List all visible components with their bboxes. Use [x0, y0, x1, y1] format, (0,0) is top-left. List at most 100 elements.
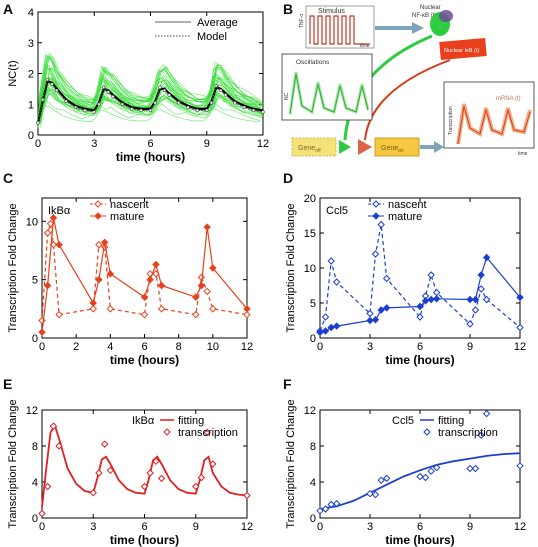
data-point-mature [140, 293, 149, 301]
legend-label: transcription [178, 427, 238, 439]
data-point-nascent [471, 306, 480, 314]
model-point [130, 107, 134, 111]
legend-marker [163, 428, 171, 436]
data-point-mature [366, 316, 374, 325]
stimulus-pulses [309, 15, 370, 45]
data-point-mature [477, 271, 485, 279]
transcription-axis-label: Transcription [448, 106, 454, 135]
legend-marker [372, 212, 380, 220]
nuclear-ikb-label: Nuclear IκB (t) [444, 48, 479, 54]
data-point-transcription [38, 509, 46, 518]
data-point-mature [432, 295, 441, 303]
data-point-transcription [100, 440, 109, 448]
data-point-nascent [243, 310, 251, 319]
data-point-nascent [332, 278, 341, 286]
x-tick-label: 0 [317, 521, 323, 533]
model-point [45, 77, 50, 82]
data-point-transcription [152, 457, 160, 466]
data-point-mature [377, 306, 385, 314]
model-point [205, 108, 209, 113]
data-point-transcription [477, 431, 485, 439]
x-tick-label: 12 [514, 341, 526, 353]
model-point [153, 101, 157, 105]
chart-panel-f: 0 3 6 9 12 0 4 8 12 time (hours) Transcription Fol… [285, 399, 526, 547]
nfkb-cap [439, 10, 453, 22]
model-point [219, 88, 223, 93]
model-point [64, 99, 68, 103]
data-point-transcription [157, 474, 166, 483]
data-point-transcription [95, 469, 103, 477]
data-point-transcription [89, 489, 97, 497]
data-point-mature [95, 275, 103, 284]
model-point [209, 101, 214, 105]
gene-name-label: Ccl5 [326, 205, 348, 217]
data-point-mature [471, 295, 480, 304]
legend-marker [94, 200, 102, 208]
single-cell-trace [37, 56, 264, 124]
chart-panel-e: 0 3 6 9 12 0 4 8 12 time (hours) Transcription Fol… [7, 399, 253, 547]
model-point [111, 94, 115, 99]
data-point-nascent [43, 229, 52, 237]
model-point [148, 108, 153, 113]
data-point-mature [209, 264, 217, 272]
data-point-nascent [209, 305, 217, 313]
data-point-mature [152, 260, 160, 269]
single-cell-trace [37, 99, 261, 128]
nuclear-nfkb-label: Nuclear [420, 5, 441, 11]
model-point [73, 105, 78, 110]
data-point-transcription [416, 472, 424, 481]
y-tick-label: 20 [304, 193, 316, 205]
single-cell-trace [39, 52, 264, 116]
x-tick-label: 6 [417, 341, 423, 353]
panel-letter-e: E [3, 376, 13, 392]
data-point-nascent [371, 250, 380, 258]
x-axis-label: time (hours) [110, 533, 179, 547]
mrna-label: mRNA (t) [496, 96, 521, 102]
data-point-nascent [516, 323, 524, 332]
legend-marker [94, 212, 102, 220]
y-axis-label: Transcription Fold Change [285, 203, 297, 332]
data-point-nascent [157, 305, 166, 313]
x-axis-label: time (hours) [385, 353, 454, 367]
y-tick-label: 0 [32, 333, 38, 345]
x-axis-label: time (hours) [385, 533, 454, 547]
y-tick-label: 5 [32, 275, 38, 287]
gene-off-label: Geneoff [298, 145, 321, 154]
model-point [176, 101, 181, 105]
legend-label: nascent [110, 199, 149, 211]
data-point-transcription [316, 507, 324, 515]
x-tick-label: 6 [141, 521, 147, 533]
oscillations-box: Oscillations NC [281, 53, 373, 121]
nuclear-ikb-box: Nuclear IκB (t) [439, 38, 487, 60]
x-tick-label: 3 [367, 521, 373, 533]
mrna-box: mRNA (t) Transcription time [443, 81, 535, 157]
data-point-mature [382, 304, 391, 312]
y-tick-label: 0 [310, 333, 316, 345]
red-arrow [364, 59, 451, 141]
stimulus-arrowhead [412, 22, 424, 34]
data-point-nascent [327, 257, 335, 265]
model-point [97, 102, 101, 106]
model-point [50, 82, 54, 86]
y-tick-label: 12 [26, 405, 38, 417]
data-point-nascent [106, 305, 115, 313]
model-point [233, 101, 237, 105]
model-point [167, 93, 171, 97]
x-axis-label: time (hours) [110, 353, 179, 367]
model-point [162, 88, 167, 93]
data-point-transcription [106, 466, 115, 475]
gene-on-box: Geneon [374, 137, 420, 157]
stimulus-label: Stimulus [318, 8, 345, 15]
data-point-mature [321, 327, 330, 335]
legend-label: nascent [388, 199, 427, 211]
oscillations-label: Oscillations [296, 59, 330, 66]
data-point-nascent [416, 313, 424, 321]
model-point [120, 102, 125, 106]
gene-name-label: IkBα [48, 205, 71, 217]
data-point-transcription [49, 422, 58, 430]
series-line-nascent [319, 224, 521, 332]
data-point-mature [332, 322, 341, 330]
y-tick-label: 4 [32, 477, 38, 489]
